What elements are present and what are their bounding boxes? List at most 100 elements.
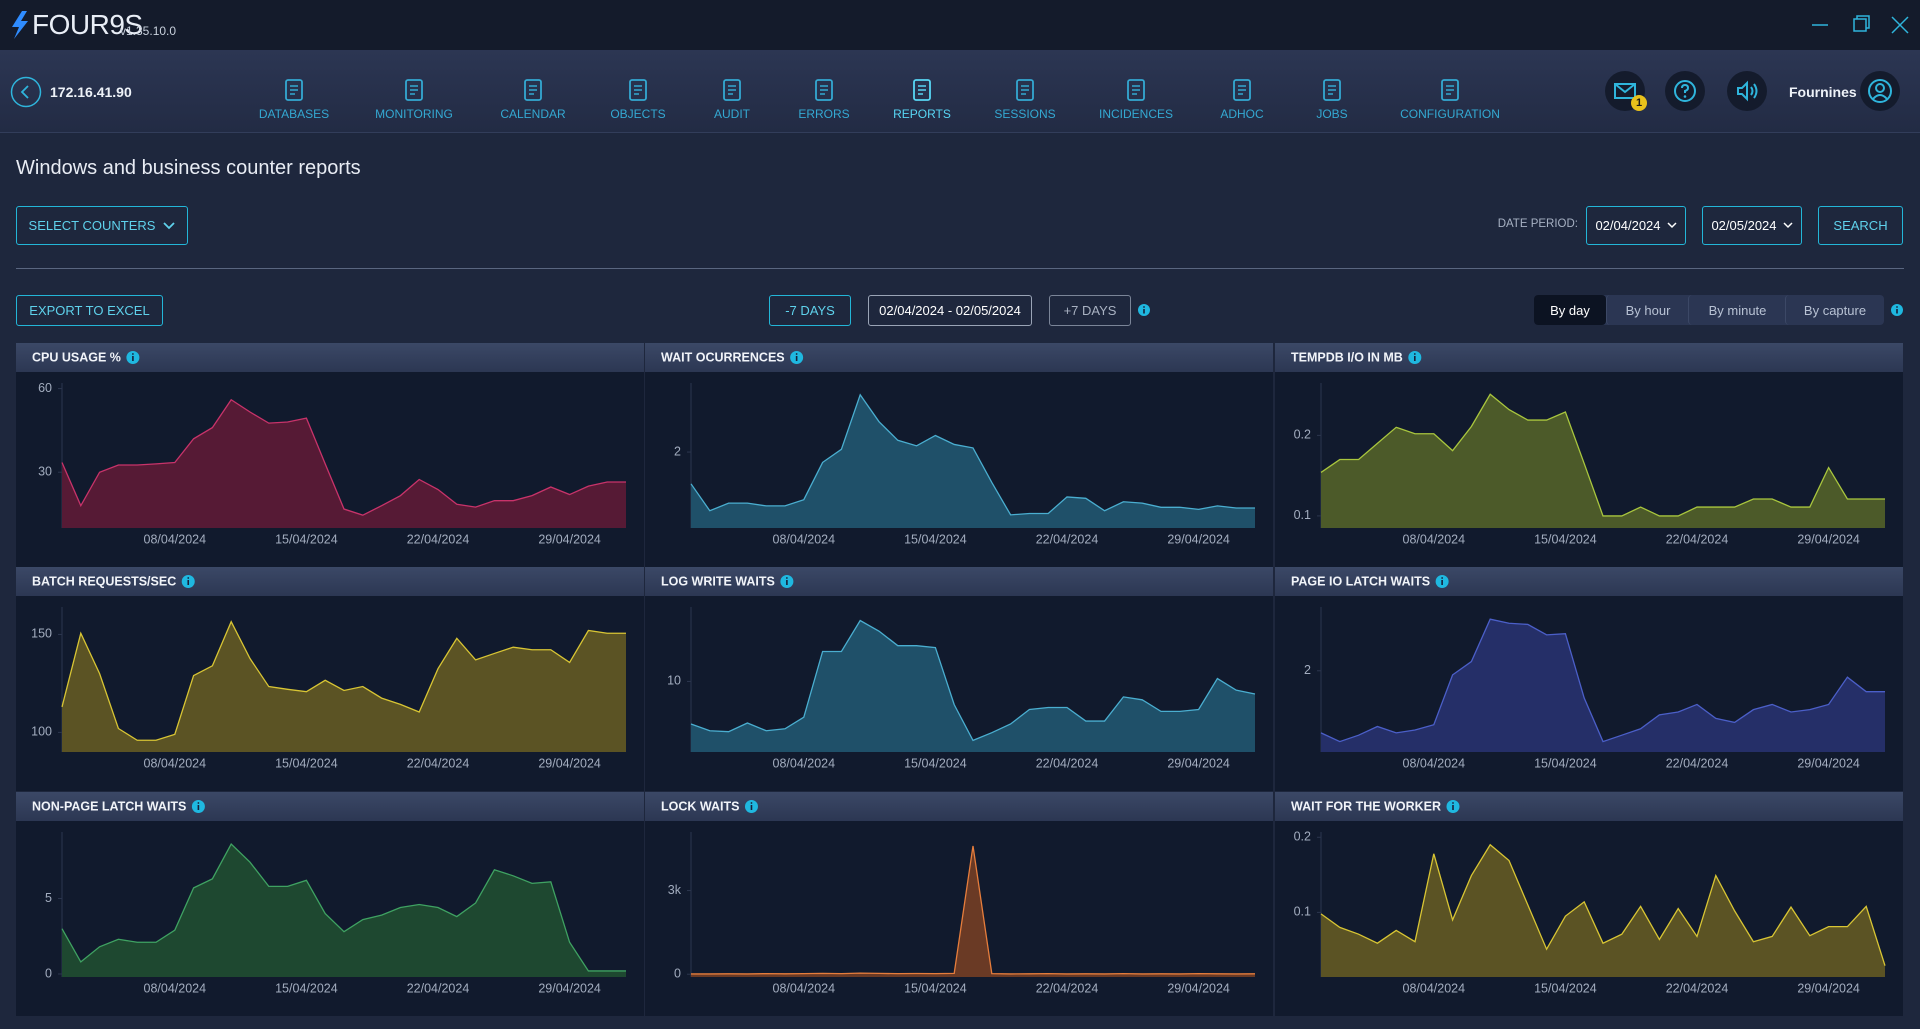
x-tick-label: 22/04/2024 [407, 756, 470, 770]
x-tick-label: 15/04/2024 [1534, 756, 1597, 770]
granularity-option[interactable]: By hour [1606, 295, 1689, 325]
button-label: SELECT COUNTERS [28, 218, 156, 233]
sound-icon [1737, 80, 1758, 102]
nav-item[interactable]: SESSIONS [994, 107, 1056, 121]
export-button[interactable]: EXPORT TO EXCEL [16, 295, 163, 326]
x-tick-label: 22/04/2024 [1666, 532, 1729, 546]
date-value: 02/05/2024 [1711, 218, 1777, 233]
icon-shape [634, 85, 642, 95]
nav-item[interactable]: JOBS [1316, 107, 1348, 121]
x-tick-label: 15/04/2024 [1534, 981, 1597, 995]
area-fill [1321, 394, 1885, 528]
nav-icon[interactable] [402, 77, 426, 103]
nav-item[interactable]: INCIDENCES [1098, 107, 1173, 121]
area-line [61, 620, 626, 741]
select-counters-button[interactable]: SELECT COUNTERS [16, 206, 188, 245]
messages-button[interactable]: 1 [1605, 71, 1647, 111]
info-glyph [1452, 802, 1454, 804]
prev-button[interactable]: -7 DAYS [769, 295, 851, 326]
help-button[interactable] [1665, 71, 1705, 111]
version: v1.35.10.0 [120, 24, 177, 38]
back-button[interactable] [10, 76, 42, 108]
next-button[interactable]: +7 DAYS [1049, 295, 1131, 326]
sound-button[interactable] [1727, 71, 1767, 111]
panel-header [16, 567, 644, 596]
chart-title: PAGE IO LATCH WAITS [1291, 574, 1430, 588]
brand: FOUR9S [32, 9, 143, 40]
nav-icon[interactable] [1230, 77, 1254, 103]
chart-panel: LOCK WAITS 0 3k 08/04/2024 15/04/2024 22/04/2… [645, 792, 1273, 1016]
nav-icon[interactable] [720, 77, 744, 103]
date-to[interactable]: 02/05/2024 [1702, 206, 1802, 245]
chevron [1667, 222, 1677, 229]
info-glyph [750, 805, 753, 810]
chart-title: LOCK WAITS [661, 799, 739, 813]
help-icon [1674, 80, 1696, 102]
info-glyph [1414, 356, 1416, 361]
nav-icon[interactable] [282, 77, 306, 103]
info-icon[interactable] [1137, 303, 1151, 317]
nav-item[interactable]: CONFIGURATION [1400, 107, 1500, 121]
x-tick-label: 15/04/2024 [1534, 532, 1597, 546]
nav-item[interactable]: AUDIT [714, 107, 750, 121]
nav-item[interactable]: MONITORING [375, 107, 453, 121]
nav-item[interactable]: ERRORS [798, 107, 850, 121]
nav-icon[interactable] [1438, 77, 1462, 103]
nav-icon[interactable] [626, 77, 650, 103]
y-tick-label: 0.2 [1294, 428, 1311, 442]
date-from[interactable]: 02/04/2024 [1586, 206, 1686, 245]
nav-icon[interactable] [812, 77, 836, 103]
area-fill [1321, 619, 1885, 752]
nav-icon[interactable] [1013, 77, 1037, 103]
granularity-option[interactable]: By minute [1688, 295, 1786, 325]
icon-shape [918, 85, 926, 95]
chart-title: NON-PAGE LATCH WAITS [32, 799, 186, 813]
info-glyph [795, 353, 798, 355]
nav-icon[interactable] [1320, 77, 1344, 103]
icon-shape [1323, 79, 1341, 101]
nav-icon[interactable] [521, 77, 545, 103]
panel-body [1275, 792, 1903, 1016]
info-icon[interactable] [1890, 303, 1904, 317]
area-line [690, 393, 1255, 516]
date-value: 02/04/2024 [1595, 218, 1661, 233]
user-button[interactable] [1860, 71, 1900, 111]
nav-item[interactable]: CALENDAR [500, 107, 566, 121]
nav-icon[interactable] [1124, 77, 1148, 103]
granularity-option[interactable]: By capture [1785, 295, 1884, 325]
icon-shape [1127, 79, 1145, 101]
nav-icon[interactable] [910, 77, 934, 103]
icon-shape [1441, 79, 1459, 101]
x-tick-label: 08/04/2024 [773, 532, 836, 546]
x-tick-label: 22/04/2024 [1036, 532, 1099, 546]
nav-item[interactable]: REPORTS [893, 107, 951, 121]
panel-body [645, 792, 1273, 1016]
nav-item[interactable]: OBJECTS [610, 107, 666, 121]
icon-shape [1021, 85, 1029, 95]
chart-title: WAIT OCURRENCES [661, 350, 785, 364]
mail-icon [1614, 83, 1636, 99]
info-glyph [1413, 353, 1416, 355]
granularity-option[interactable]: By day [1534, 295, 1606, 325]
x-tick-label: 08/04/2024 [773, 981, 836, 995]
chart-panel: NON-PAGE LATCH WAITS 0 5 08/04/2024 15/04/20… [16, 792, 644, 1016]
chart-panel: PAGE IO LATCH WAITS 2 08/04/2024 15/04/2024… [1275, 567, 1903, 791]
x-tick-label: 29/04/2024 [1167, 756, 1230, 770]
y-tick-label: 3k [668, 883, 682, 897]
panel-body [1275, 567, 1903, 791]
nav-item[interactable]: ADHOC [1220, 107, 1264, 121]
x-tick-label: 29/04/2024 [1797, 981, 1860, 995]
x-tick-label: 29/04/2024 [1797, 756, 1860, 770]
info-glyph [795, 356, 798, 361]
x-tick-label: 22/04/2024 [407, 532, 470, 546]
x-tick-label: 08/04/2024 [1403, 756, 1466, 770]
icon-shape [1016, 79, 1034, 101]
panel-header [1275, 792, 1903, 821]
search-button[interactable]: SEARCH [1818, 206, 1903, 245]
icon-shape [1132, 85, 1140, 95]
x-tick-label: 29/04/2024 [538, 981, 601, 995]
x-tick-label: 15/04/2024 [275, 532, 338, 546]
window-controls[interactable] [1808, 14, 1914, 36]
nav-item[interactable]: DATABASES [258, 107, 330, 121]
